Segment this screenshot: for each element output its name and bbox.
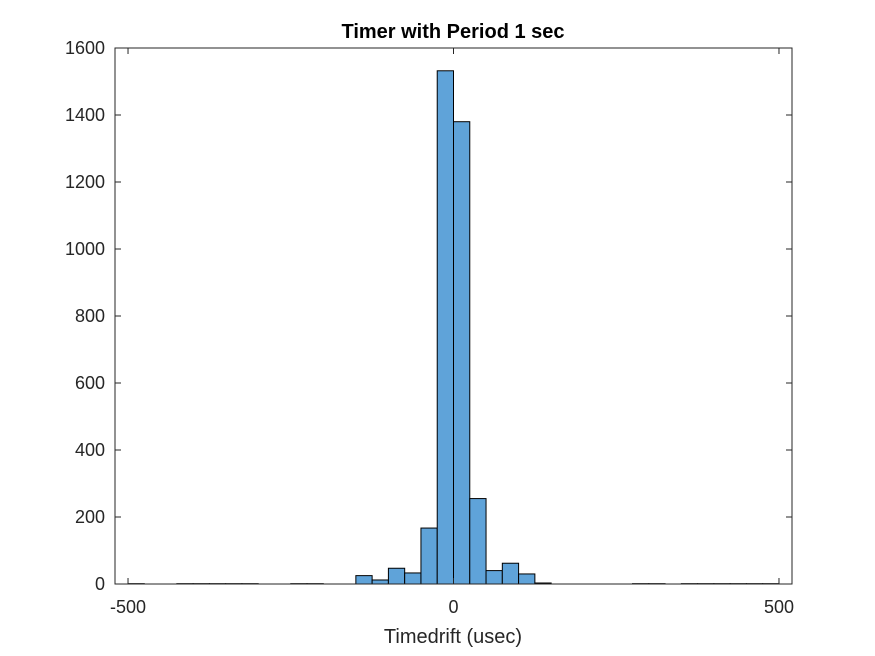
histogram-bar [453,121,471,585]
histogram-bar [371,579,389,585]
histogram-bar [485,570,503,585]
y-tick-label: 600 [75,373,105,393]
y-tick-label: 800 [75,306,105,326]
y-axis-ticks: 0 200 400 600 800 1000 1200 1400 1600 [65,38,792,594]
x-axis-label: Timedrift (usec) [384,626,522,648]
y-tick-label: 0 [95,574,105,594]
x-axis-ticks: -500 0 500 [110,48,794,617]
histogram-bar [436,70,454,585]
y-tick-label: 1000 [65,239,105,259]
x-tick-label: 0 [448,597,458,617]
histogram-bar [420,527,438,585]
histogram-bar [387,567,406,585]
histogram-bar [518,573,536,585]
axes-box [114,47,793,585]
y-tick-label: 200 [75,507,105,527]
x-tick-label: -500 [110,597,146,617]
y-tick-label: 1600 [65,38,105,58]
histogram-bar [501,562,520,585]
bars-group [127,70,780,585]
y-tick-label: 1200 [65,172,105,192]
histogram-bar [469,498,487,585]
y-tick-label: 400 [75,440,105,460]
y-tick-label: 1400 [65,105,105,125]
histogram-bar [355,575,373,585]
x-tick-label: 500 [764,597,794,617]
histogram-bar [404,572,422,585]
chart-title: Timer with Period 1 sec [341,21,564,43]
